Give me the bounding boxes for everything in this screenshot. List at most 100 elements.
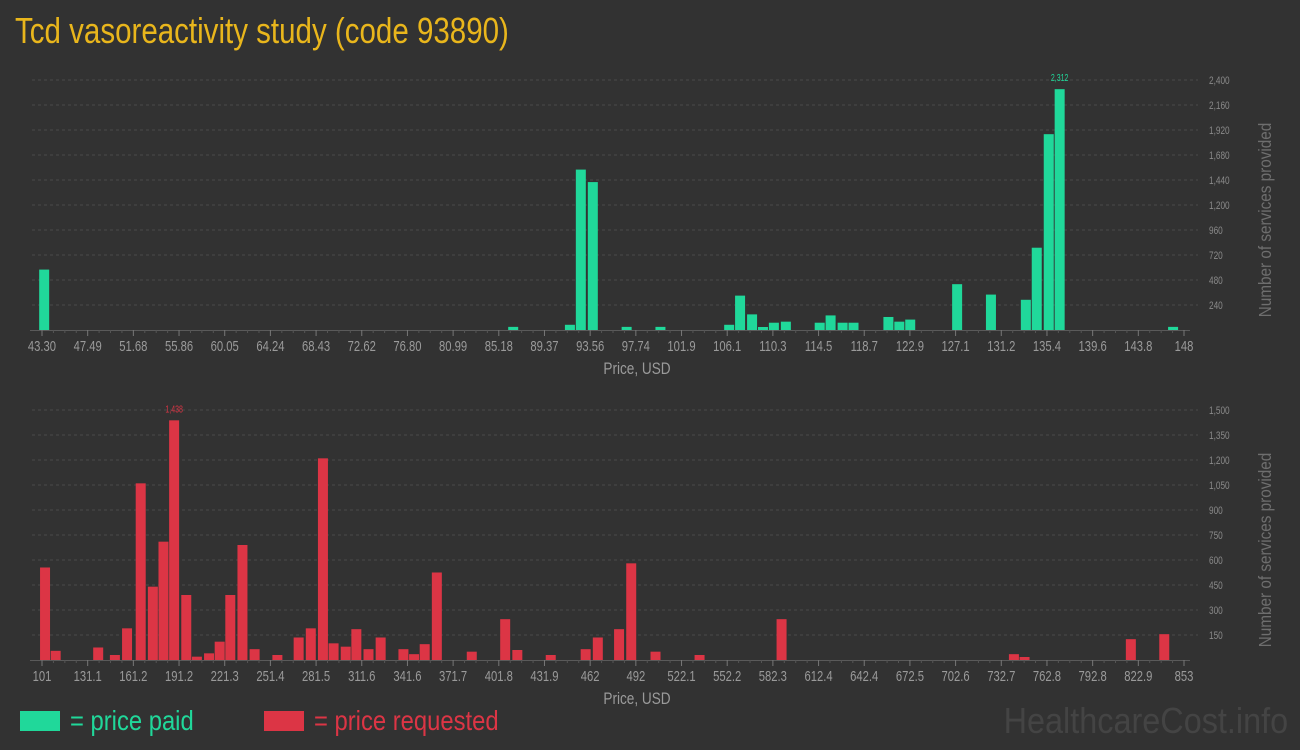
price-paid-swatch bbox=[20, 711, 60, 731]
bar[interactable] bbox=[508, 326, 519, 330]
x-tick-label: 143.8 bbox=[1124, 337, 1152, 354]
x-tick-label: 131.1 bbox=[74, 667, 102, 684]
bar[interactable] bbox=[776, 619, 787, 660]
bar[interactable] bbox=[905, 319, 916, 330]
bar[interactable] bbox=[580, 649, 591, 660]
bar[interactable] bbox=[351, 629, 362, 660]
bar[interactable] bbox=[249, 649, 260, 660]
bar[interactable] bbox=[545, 655, 556, 660]
bar[interactable] bbox=[626, 563, 637, 660]
max-value-label: 1,438 bbox=[165, 403, 183, 415]
x-tick-label: 93.56 bbox=[576, 337, 604, 354]
bar[interactable] bbox=[135, 483, 146, 660]
bar[interactable] bbox=[512, 650, 523, 660]
bar[interactable] bbox=[39, 269, 50, 330]
y-tick-label: 1,050 bbox=[1209, 480, 1230, 492]
bar[interactable] bbox=[1019, 657, 1030, 660]
bar[interactable] bbox=[621, 326, 632, 330]
bar[interactable] bbox=[181, 595, 192, 660]
x-tick-label: 462 bbox=[581, 667, 600, 684]
bar[interactable] bbox=[1008, 654, 1019, 660]
bar[interactable] bbox=[204, 653, 215, 660]
bar[interactable] bbox=[466, 651, 477, 660]
bar[interactable] bbox=[500, 619, 511, 660]
bar[interactable] bbox=[50, 650, 61, 660]
bar[interactable] bbox=[1043, 134, 1054, 330]
bar[interactable] bbox=[363, 649, 374, 660]
bar[interactable] bbox=[191, 656, 202, 660]
x-tick-label: 43.30 bbox=[28, 337, 56, 354]
bar[interactable] bbox=[1125, 639, 1136, 660]
bar[interactable] bbox=[1020, 299, 1031, 330]
bar[interactable] bbox=[825, 315, 836, 330]
x-tick-label: 68.43 bbox=[302, 337, 330, 354]
bar[interactable] bbox=[747, 314, 758, 330]
bar[interactable] bbox=[1031, 247, 1042, 330]
x-tick-label: 792.8 bbox=[1079, 667, 1107, 684]
bar[interactable] bbox=[122, 628, 133, 660]
y-tick-label: 2,400 bbox=[1209, 75, 1230, 87]
bar[interactable] bbox=[780, 321, 791, 330]
bar[interactable] bbox=[883, 316, 894, 330]
bar[interactable] bbox=[694, 655, 705, 660]
bar[interactable] bbox=[305, 628, 316, 660]
bar[interactable] bbox=[592, 637, 603, 661]
bar[interactable] bbox=[272, 655, 283, 660]
bar[interactable] bbox=[575, 169, 586, 330]
bar[interactable] bbox=[169, 420, 180, 660]
x-tick-label: 281.5 bbox=[302, 667, 330, 684]
bar[interactable] bbox=[757, 327, 768, 330]
bar[interactable] bbox=[431, 572, 442, 661]
bar[interactable] bbox=[109, 655, 120, 660]
bar[interactable] bbox=[848, 322, 859, 330]
bar[interactable] bbox=[93, 647, 104, 661]
bar[interactable] bbox=[614, 629, 625, 660]
x-tick-label: 89.37 bbox=[530, 337, 558, 354]
y-tick-label: 1,440 bbox=[1209, 175, 1230, 187]
bar[interactable] bbox=[587, 182, 598, 330]
x-tick-label: 822.9 bbox=[1124, 667, 1152, 684]
bar[interactable] bbox=[317, 458, 328, 660]
bar[interactable] bbox=[1168, 326, 1179, 330]
price-requested-swatch bbox=[263, 711, 304, 731]
x-tick-label: 97.74 bbox=[622, 337, 650, 354]
bar[interactable] bbox=[564, 324, 575, 330]
bar[interactable] bbox=[158, 541, 169, 660]
x-tick-label: 131.2 bbox=[987, 337, 1015, 354]
y-tick-label: 1,680 bbox=[1209, 150, 1230, 162]
bar[interactable] bbox=[952, 284, 963, 330]
x-tick-label: 127.1 bbox=[942, 337, 970, 354]
bar[interactable] bbox=[293, 637, 304, 661]
bar[interactable] bbox=[214, 641, 225, 660]
bar[interactable] bbox=[837, 322, 848, 330]
bar[interactable] bbox=[894, 321, 905, 330]
bar[interactable] bbox=[724, 324, 735, 330]
bar[interactable] bbox=[147, 586, 158, 660]
bar[interactable] bbox=[409, 654, 420, 660]
bar[interactable] bbox=[1159, 634, 1170, 660]
x-tick-label: 161.2 bbox=[119, 667, 147, 684]
bar[interactable] bbox=[398, 649, 409, 660]
bar[interactable] bbox=[735, 295, 746, 330]
y-tick-label: 1,500 bbox=[1209, 405, 1230, 417]
bar[interactable] bbox=[40, 567, 51, 661]
bar[interactable] bbox=[237, 545, 248, 660]
x-tick-label: 371.7 bbox=[439, 667, 467, 684]
bar[interactable] bbox=[814, 322, 825, 330]
bar[interactable] bbox=[375, 637, 386, 661]
bar[interactable] bbox=[328, 643, 339, 660]
bar[interactable] bbox=[985, 294, 996, 330]
x-tick-label: 55.86 bbox=[165, 337, 193, 354]
bar[interactable] bbox=[650, 651, 661, 660]
bar[interactable] bbox=[419, 644, 430, 660]
x-tick-label: 431.9 bbox=[530, 667, 558, 684]
y-tick-label: 480 bbox=[1209, 275, 1223, 287]
price-requested-chart-svg: 150 300 450 600 750 900 1,050 1,200 1,350 1,500 10… bbox=[30, 403, 1275, 708]
bar[interactable] bbox=[340, 646, 351, 660]
x-tick-label: 221.3 bbox=[211, 667, 239, 684]
bar[interactable] bbox=[1054, 89, 1065, 331]
bar[interactable] bbox=[655, 326, 666, 330]
x-tick-label: 122.9 bbox=[896, 337, 924, 354]
bar[interactable] bbox=[768, 322, 779, 330]
bar[interactable] bbox=[225, 595, 236, 660]
